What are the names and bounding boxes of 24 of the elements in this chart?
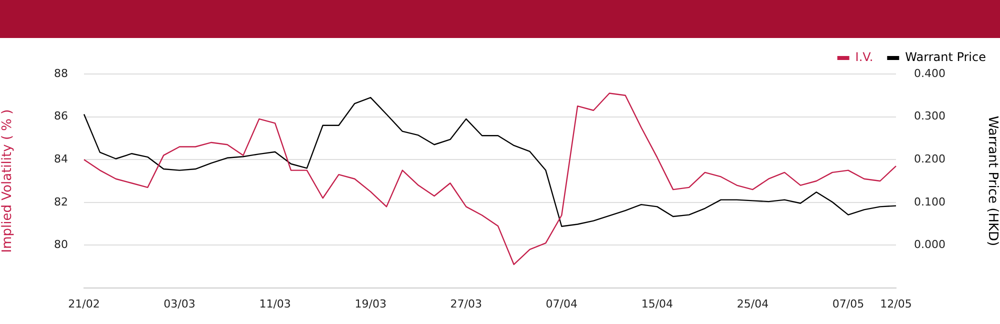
legend-label: Warrant Price [905,50,986,64]
y-tick-label: 84 [54,152,68,166]
x-tick-label: 27/03 [450,297,482,310]
x-tick-label: 12/05 [880,297,912,310]
y2-tick-label: 0.100 [914,195,946,208]
x-tick-label: 19/03 [354,297,386,310]
y2-axis-title: Warrant Price (HKD) [984,116,1000,246]
y-tick-label: 82 [54,195,68,208]
y-tick-label: 86 [54,110,68,123]
y-tick-label: 80 [54,238,68,252]
y2-tick-label: 0.000 [914,238,946,252]
y-axis-title: Implied Volatility ( % ) [0,109,16,253]
x-tick-label: 11/03 [259,297,291,310]
x-tick-label: 07/04 [546,297,578,310]
x-tick-label: 25/04 [736,297,769,310]
y2-tick-label: 0.200 [914,152,946,166]
x-tick-label: 21/02 [68,297,100,310]
y2-tick-label: 0.300 [914,110,946,123]
y2-tick-label: 0.400 [914,66,946,80]
legend-label: I.V. [855,50,874,64]
y-tick-label: 88 [54,66,68,80]
x-tick-label: 15/04 [641,297,674,310]
x-tick-label: 03/03 [164,297,196,310]
x-tick-label: 07/05 [832,297,864,310]
